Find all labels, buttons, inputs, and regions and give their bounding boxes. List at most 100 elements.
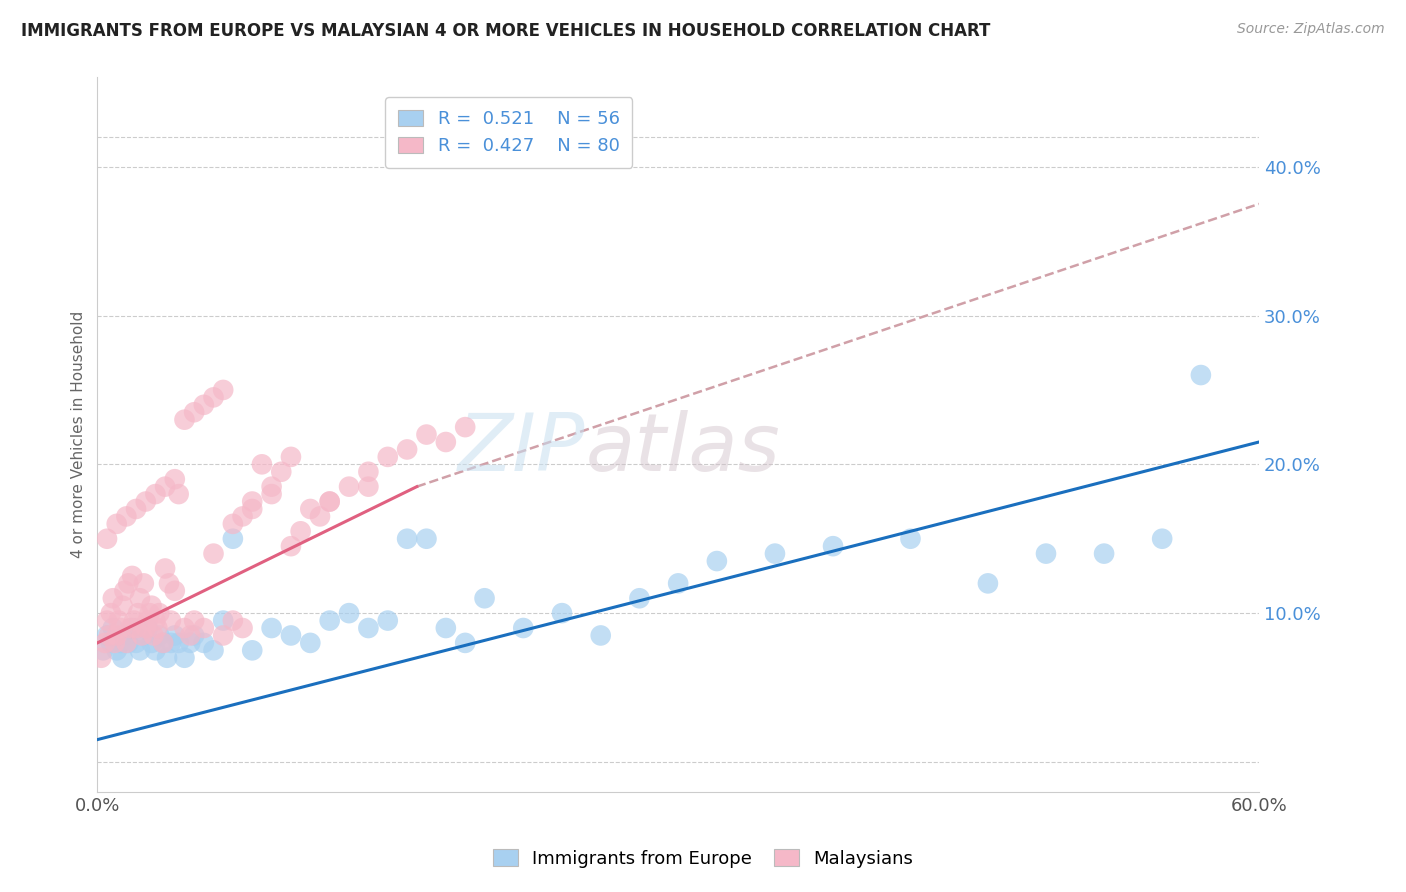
Point	[280, 450, 302, 464]
Point	[454, 636, 477, 650]
Point	[193, 621, 215, 635]
Point	[212, 383, 235, 397]
Point	[280, 539, 302, 553]
Point	[114, 583, 136, 598]
Point	[121, 621, 143, 635]
Point	[628, 591, 651, 606]
Point	[167, 636, 190, 650]
Point	[240, 502, 263, 516]
Point	[222, 532, 245, 546]
Y-axis label: 4 or more Vehicles in Household: 4 or more Vehicles in Household	[72, 311, 86, 558]
Point	[202, 547, 225, 561]
Point	[125, 621, 148, 635]
Point	[1035, 547, 1057, 561]
Point	[318, 494, 340, 508]
Point	[135, 621, 157, 635]
Text: ZIP: ZIP	[458, 409, 585, 488]
Point	[115, 628, 138, 642]
Point	[337, 480, 360, 494]
Point	[240, 494, 263, 508]
Point	[232, 509, 254, 524]
Point	[131, 628, 153, 642]
Point	[337, 606, 360, 620]
Point	[232, 621, 254, 635]
Point	[101, 621, 124, 635]
Point	[193, 636, 215, 650]
Point	[105, 516, 128, 531]
Point	[145, 614, 167, 628]
Point	[107, 614, 129, 628]
Point	[763, 547, 786, 561]
Point	[396, 442, 419, 457]
Point	[212, 614, 235, 628]
Point	[977, 576, 1000, 591]
Point	[125, 636, 148, 650]
Point	[160, 614, 183, 628]
Point	[299, 502, 322, 516]
Point	[120, 621, 142, 635]
Point	[105, 628, 128, 642]
Point	[821, 539, 844, 553]
Point	[357, 621, 380, 635]
Point	[193, 398, 215, 412]
Point	[250, 458, 273, 472]
Point	[280, 628, 302, 642]
Text: atlas: atlas	[585, 409, 780, 488]
Point	[90, 650, 112, 665]
Point	[152, 636, 174, 650]
Point	[129, 643, 152, 657]
Point	[222, 614, 245, 628]
Point	[183, 614, 205, 628]
Point	[157, 576, 180, 591]
Point	[96, 628, 118, 642]
Point	[105, 643, 128, 657]
Point	[110, 621, 132, 635]
Point	[163, 628, 186, 642]
Point	[153, 561, 176, 575]
Point	[129, 591, 152, 606]
Point	[141, 599, 163, 613]
Point	[127, 606, 149, 620]
Point	[377, 614, 399, 628]
Point	[396, 532, 419, 546]
Point	[115, 636, 138, 650]
Point	[1152, 532, 1174, 546]
Point	[96, 532, 118, 546]
Point	[146, 621, 169, 635]
Point	[1092, 547, 1115, 561]
Point	[434, 621, 457, 635]
Point	[125, 502, 148, 516]
Point	[357, 465, 380, 479]
Point	[100, 636, 122, 650]
Point	[900, 532, 922, 546]
Point	[706, 554, 728, 568]
Point	[173, 413, 195, 427]
Point	[111, 650, 134, 665]
Point	[91, 643, 114, 657]
Point	[222, 516, 245, 531]
Point	[179, 636, 201, 650]
Point	[202, 390, 225, 404]
Point	[136, 614, 159, 628]
Point	[101, 591, 124, 606]
Point	[100, 606, 122, 620]
Point	[152, 636, 174, 650]
Point	[142, 628, 165, 642]
Text: IMMIGRANTS FROM EUROPE VS MALAYSIAN 4 OR MORE VEHICLES IN HOUSEHOLD CORRELATION : IMMIGRANTS FROM EUROPE VS MALAYSIAN 4 OR…	[21, 22, 990, 40]
Point	[153, 480, 176, 494]
Point	[163, 583, 186, 598]
Point	[148, 628, 170, 642]
Point	[260, 480, 283, 494]
Point	[173, 650, 195, 665]
Point	[163, 472, 186, 486]
Point	[145, 487, 167, 501]
Point	[111, 599, 134, 613]
Point	[117, 636, 139, 650]
Point	[512, 621, 534, 635]
Point	[98, 628, 121, 642]
Point	[212, 628, 235, 642]
Point	[148, 606, 170, 620]
Point	[415, 532, 437, 546]
Point	[115, 509, 138, 524]
Point	[94, 636, 117, 650]
